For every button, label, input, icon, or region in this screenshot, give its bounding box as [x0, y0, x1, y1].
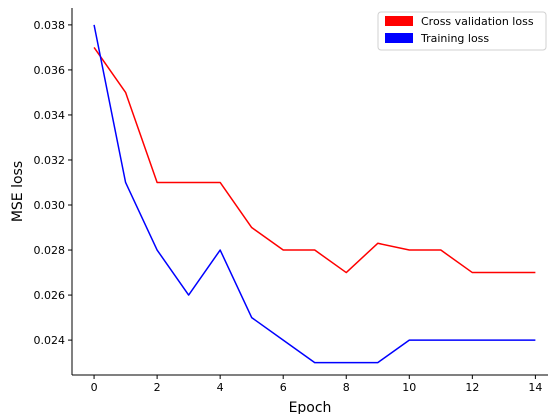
- x-tick-label: 8: [343, 381, 350, 394]
- legend-label: Cross validation loss: [421, 15, 534, 28]
- legend-swatch: [385, 16, 413, 26]
- legend-swatch: [385, 33, 413, 43]
- series-layer: [93, 24, 536, 364]
- series-line-training-loss: [93, 24, 536, 364]
- x-tick-label: 6: [280, 381, 287, 394]
- x-axis-title: Epoch: [289, 400, 332, 414]
- y-tick-label: 0.038: [34, 19, 66, 32]
- y-tick-label: 0.030: [34, 199, 66, 212]
- x-tick-label: 12: [465, 381, 479, 394]
- x-tick-label: 2: [154, 381, 161, 394]
- y-tick-label: 0.024: [34, 334, 66, 347]
- y-tick-label: 0.028: [34, 244, 66, 257]
- y-tick-label: 0.036: [34, 64, 66, 77]
- series-line-cross-validation-loss: [93, 46, 536, 274]
- y-axis-title: MSE loss: [10, 161, 26, 222]
- legend-label: Training loss: [420, 32, 489, 45]
- legend-frame: [377, 11, 547, 51]
- legend: Cross validation loss Training loss: [377, 11, 547, 51]
- x-ticks: 0 2 4 6 8 10 12 14: [91, 375, 542, 394]
- y-tick-label: 0.034: [34, 109, 66, 122]
- y-ticks: 0.024 0.026 0.028 0.030 0.032 0.034 0.036 0.038: [34, 19, 72, 347]
- x-tick-label: 14: [528, 381, 542, 394]
- y-tick-label: 0.032: [34, 154, 66, 167]
- x-tick-label: 0: [91, 381, 98, 394]
- y-tick-label: 0.026: [34, 289, 66, 302]
- x-tick-label: 10: [402, 381, 416, 394]
- x-tick-label: 4: [217, 381, 224, 394]
